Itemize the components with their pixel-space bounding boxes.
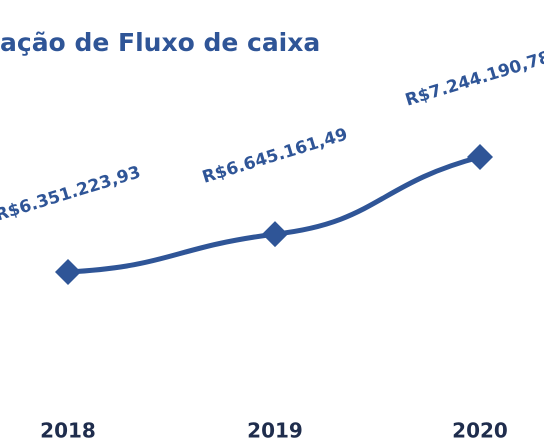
x-tick-label: 2019	[247, 419, 303, 443]
marker	[55, 259, 81, 285]
x-tick-label: 2020	[452, 419, 508, 443]
data-label: R$6.645.161,49	[200, 125, 350, 188]
marker	[262, 221, 288, 248]
marker	[467, 144, 493, 170]
data-label: R$7.244.190,78	[403, 47, 544, 110]
chart-title: ação de Fluxo de caixa	[0, 28, 320, 57]
data-label: R$6.351.223,93	[0, 162, 143, 225]
x-tick-label: 2018	[40, 419, 96, 443]
